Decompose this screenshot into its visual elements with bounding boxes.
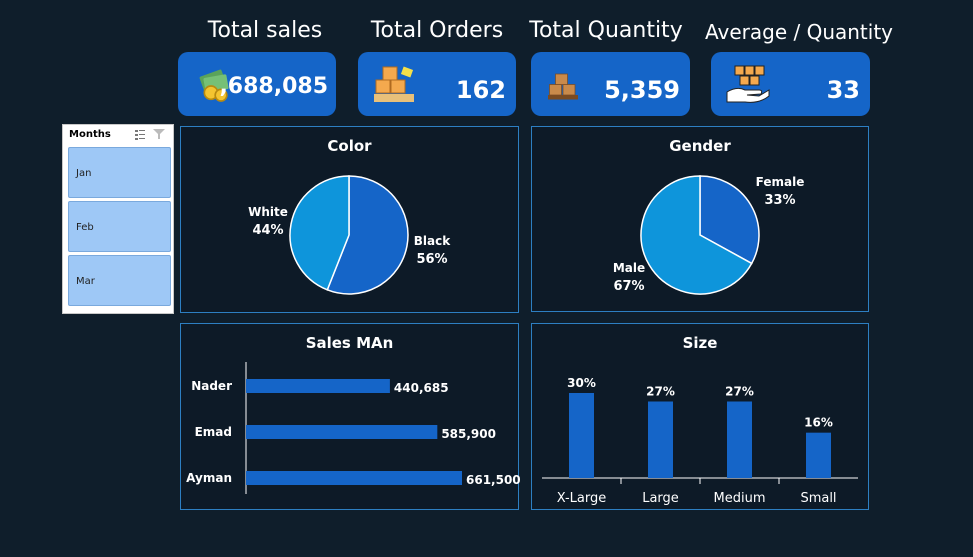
slicer-item-mar[interactable]: Mar [68,255,171,306]
months-slicer[interactable]: Months Jan Feb Mar [62,124,174,314]
sales-man-chart-panel: Sales MAn Nader 440,685 Emad 585,900 Ayman 66… [180,323,520,510]
color-slice-black [326,175,409,295]
size-value-x-large: 30% [567,376,596,390]
slicer-item-jan[interactable]: Jan [68,147,171,198]
pallet-icon [548,73,578,100]
gender-label-female: Female [756,175,805,189]
total-orders-value: 162 [455,76,506,104]
size-chart-title: Size [682,334,718,352]
color-chart-title: Color [327,137,372,155]
hand-boxes-icon [726,65,770,103]
color-slice-white [289,175,350,291]
sales-man-bar-ayman [246,471,462,485]
average-quantity-title: Average / Quantity [705,20,894,44]
money-icon [199,69,229,102]
sales-man-category-ayman: Ayman [186,471,232,485]
average-quantity-card: 33 [711,52,870,116]
gender-label-male: Male [613,261,645,275]
gender-chart-panel: Gender Female 33% Male 67% [531,126,869,312]
gender-slice-female [699,175,760,265]
total-sales-card: ,688,085 [178,52,336,116]
size-value-small: 16% [804,416,833,430]
total-orders-card: 162 [358,52,516,116]
gender-slice-male [640,175,753,295]
multi-select-icon[interactable] [135,130,145,140]
total-quantity-card: 5,359 [531,52,690,116]
color-pie-chart: Black 56% White 44% [248,175,451,295]
total-quantity-value: 5,359 [604,76,680,104]
size-bar-x-large [569,393,594,478]
slicer-title: Months [69,129,111,140]
slicer-item-feb[interactable]: Feb [68,201,171,252]
gender-pct-male: 67% [613,279,644,294]
sales-man-category-nader: Nader [191,379,232,393]
average-quantity-value: 33 [826,76,860,104]
sales-man-value-ayman: 661,500 [466,473,520,487]
slicer-tools [135,129,165,140]
size-value-medium: 27% [725,385,754,399]
total-quantity-title: Total Quantity [529,18,683,43]
color-pct-white: 44% [252,223,283,238]
size-category-large: Large [642,491,679,506]
total-orders-title: Total Orders [370,18,504,43]
gender-pct-female: 33% [764,193,795,208]
sales-man-value-nader: 440,685 [394,381,449,395]
sales-man-bar-chart: Nader 440,685 Emad 585,900 Ayman 661,500 [186,362,520,494]
sales-man-bar-emad [246,425,438,439]
gender-chart-title: Gender [669,137,731,155]
size-category-small: Small [800,491,836,506]
sales-man-category-emad: Emad [195,425,232,439]
size-bar-small [806,432,831,478]
boxes-icon [374,66,414,102]
size-bar-medium [727,401,752,478]
color-pct-black: 56% [416,252,447,267]
sales-man-bar-nader [246,379,390,393]
size-chart-panel: Size 30% X-Large 27% Large 27% Medium 16% Small [531,323,869,510]
clear-filter-icon[interactable] [153,129,165,139]
size-bar-large [648,401,673,478]
sales-man-chart-title: Sales MAn [305,334,394,352]
color-label-black: Black [414,234,451,248]
size-category-medium: Medium [714,491,766,506]
gender-pie-chart: Female 33% Male 67% [613,175,805,295]
size-value-large: 27% [646,385,675,399]
total-sales-value: ,688,085 [219,74,328,99]
sales-man-value-emad: 585,900 [441,427,496,441]
total-sales-title: Total sales [207,18,323,43]
size-bar-chart: 30% X-Large 27% Large 27% Medium 16% Small [542,376,858,506]
color-chart-panel: Color Black 56% White 44% [180,126,519,313]
color-label-white: White [248,205,288,219]
size-category-x-large: X-Large [557,491,607,506]
